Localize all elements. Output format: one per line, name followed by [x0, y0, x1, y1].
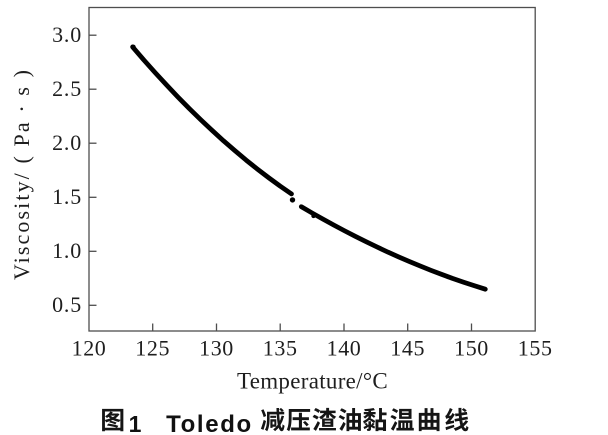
svg-text:130: 130: [199, 336, 234, 361]
svg-text:Temperature/°C: Temperature/°C: [237, 369, 388, 394]
svg-text:2.5: 2.5: [52, 76, 82, 101]
svg-text:125: 125: [135, 336, 170, 361]
svg-text:150: 150: [454, 336, 489, 361]
svg-text:1.0: 1.0: [52, 238, 82, 263]
svg-text:3.0: 3.0: [52, 22, 82, 47]
svg-text:1: 1: [129, 411, 142, 435]
svg-text:1.5: 1.5: [52, 184, 82, 209]
svg-text:2.0: 2.0: [52, 130, 82, 155]
svg-text:120: 120: [72, 336, 107, 361]
svg-text:145: 145: [390, 336, 425, 361]
svg-text:140: 140: [327, 336, 362, 361]
svg-text:0.5: 0.5: [52, 292, 82, 317]
svg-text:Toledo: Toledo: [166, 411, 253, 435]
svg-text:Viscosity/ ( Pa · s ): Viscosity/ ( Pa · s ): [9, 68, 34, 280]
svg-text:135: 135: [263, 336, 298, 361]
svg-text:155: 155: [518, 336, 553, 361]
